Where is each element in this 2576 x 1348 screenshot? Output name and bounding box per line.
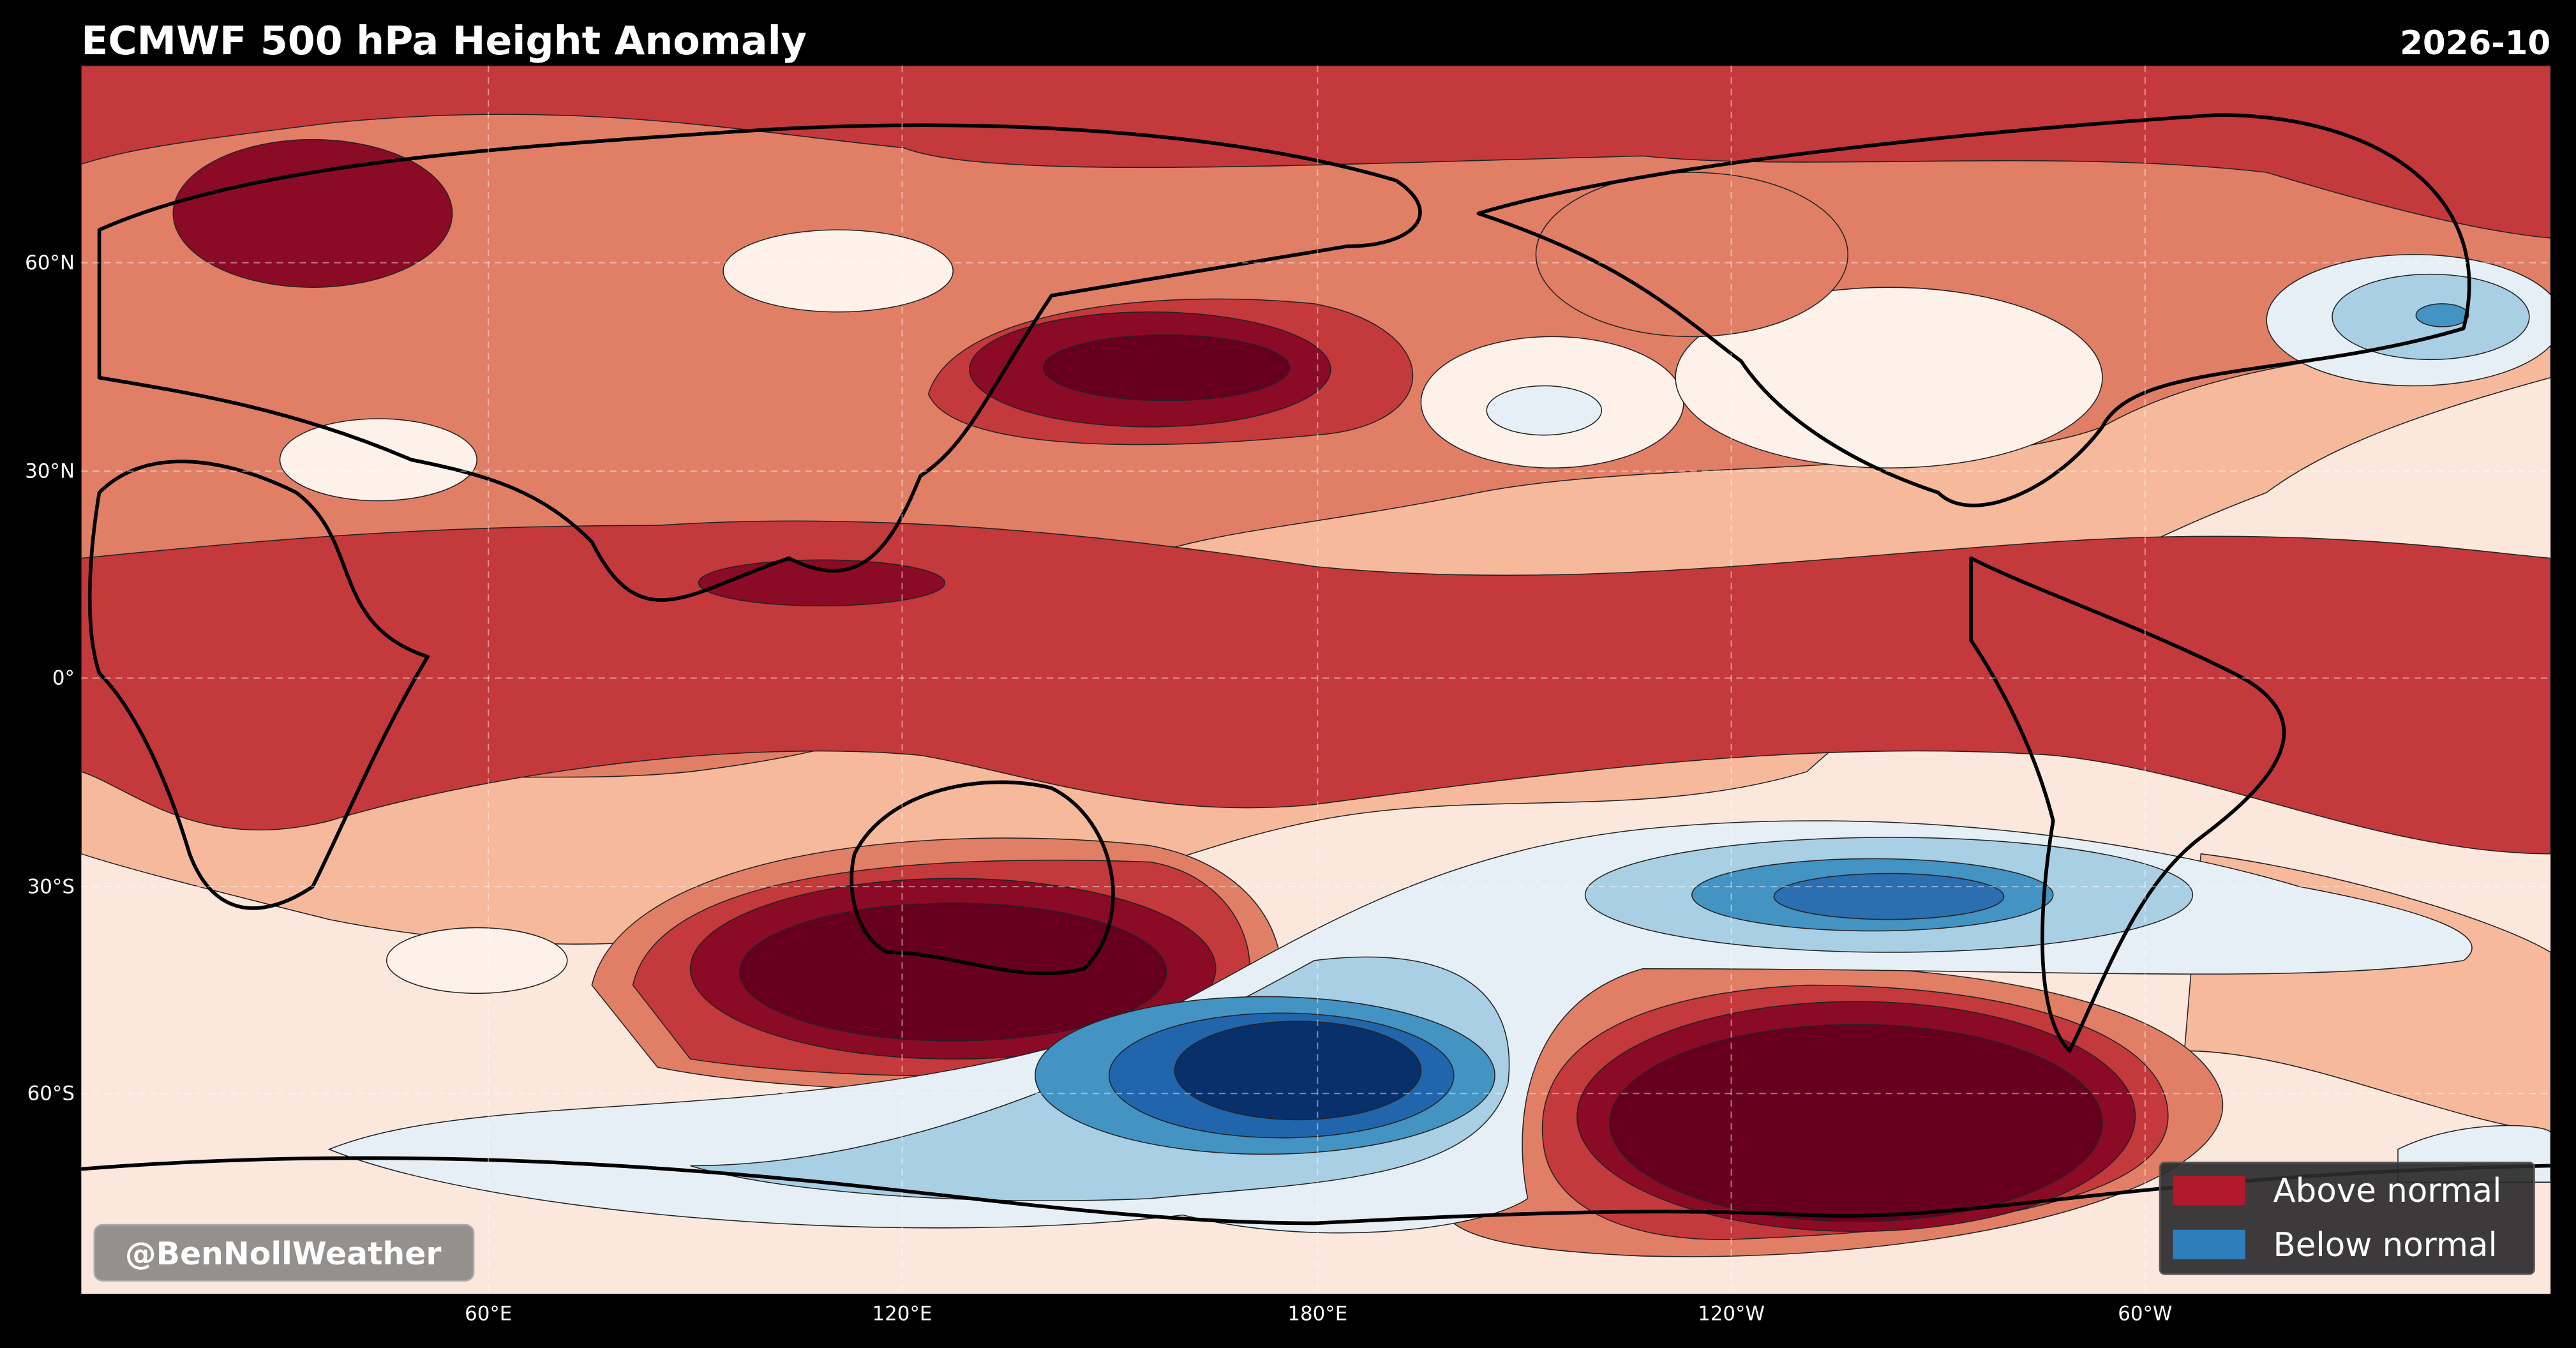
watermark-text: @BenNollWeather xyxy=(125,1236,442,1272)
lon-label: 120°E xyxy=(872,1302,932,1325)
contour-fill xyxy=(1773,872,2005,920)
contour-fill xyxy=(81,520,2551,855)
contour-fill xyxy=(1535,172,1848,338)
lon-label: 120°W xyxy=(1698,1302,1765,1325)
graticule xyxy=(81,65,2551,1294)
contour-fill xyxy=(279,418,477,502)
continent-outline xyxy=(1969,556,2286,1053)
contour-fill xyxy=(1042,334,1291,401)
contour-fill xyxy=(1675,287,2103,468)
contour-fill xyxy=(723,229,954,313)
lat-label: 60°S xyxy=(27,1082,75,1105)
continent-outline xyxy=(1476,113,2471,507)
continent-outline xyxy=(81,1156,2551,1225)
contour-fill xyxy=(172,139,453,288)
continent-outline xyxy=(87,460,430,910)
continent-outline xyxy=(97,123,1422,602)
watermark: @BenNollWeather xyxy=(93,1224,475,1282)
lat-label: 30°S xyxy=(27,875,75,898)
lat-label: 0° xyxy=(52,667,75,690)
contour-fill xyxy=(739,902,1167,1042)
contour-fill xyxy=(81,65,2551,239)
contour-fill xyxy=(1486,385,1603,436)
legend: Above normal Below normal xyxy=(2159,1162,2535,1275)
contour-fill xyxy=(1174,1021,1422,1121)
anomaly-field xyxy=(81,65,2551,1294)
contour-fill xyxy=(386,927,568,994)
lon-label: 60°W xyxy=(2118,1302,2172,1325)
legend-label: Below normal xyxy=(2273,1226,2497,1264)
legend-swatch xyxy=(2173,1229,2245,1260)
title: ECMWF 500 hPa Height Anomaly xyxy=(81,18,807,64)
legend-swatch xyxy=(2173,1175,2245,1206)
contour-fill xyxy=(698,559,946,607)
legend-box xyxy=(2159,1162,2535,1275)
contour-fill xyxy=(2415,303,2469,327)
lon-labels: 60°E 120°E 180°E 120°W 60°W xyxy=(465,1302,2172,1325)
continent-outline xyxy=(850,780,1115,975)
lat-label: 30°N xyxy=(25,460,75,483)
legend-label: Above normal xyxy=(2273,1172,2501,1210)
date: 2026-10 xyxy=(2400,24,2550,63)
contour-fill xyxy=(1609,1024,2103,1222)
lon-label: 60°E xyxy=(465,1302,512,1325)
lat-labels: 60°N 30°N 0° 30°S 60°S xyxy=(25,251,75,1105)
lat-label: 60°N xyxy=(25,251,75,274)
lon-label: 180°E xyxy=(1287,1302,1347,1325)
watermark-box xyxy=(93,1224,475,1282)
